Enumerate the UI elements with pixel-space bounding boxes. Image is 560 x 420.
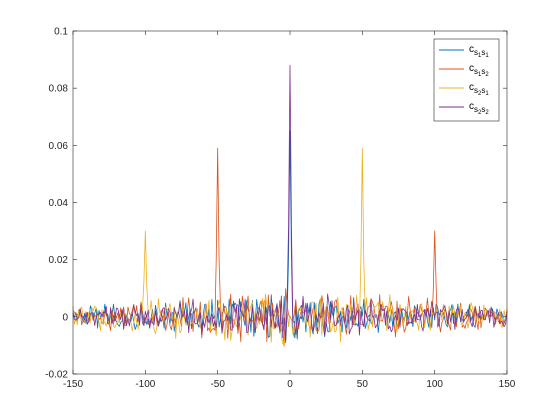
x-tick-label: -150 — [63, 379, 83, 390]
y-tick-label: 0.1 — [54, 27, 68, 38]
legend-label: cs2s2 — [469, 101, 489, 116]
y-tick-label: 0.08 — [49, 84, 69, 95]
x-tick-label: -100 — [135, 379, 155, 390]
x-axis: -150 -100 -50 0 50 100 150 — [63, 31, 516, 390]
x-tick-label: 100 — [426, 379, 443, 390]
legend-label: cs2s1 — [469, 82, 489, 97]
series-line-1 — [72, 130, 508, 344]
y-tick-label: 0.04 — [49, 198, 69, 209]
y-tick-label: 0 — [62, 312, 68, 323]
legend-box — [433, 38, 500, 122]
y-tick-label: -0.02 — [45, 370, 68, 381]
legend-label: cs1s1 — [469, 44, 489, 59]
x-tick-label: 50 — [357, 379, 369, 390]
y-axis: -0.02 0 0.02 0.04 0.06 0.08 0.1 — [45, 27, 507, 381]
y-tick-label: 0.06 — [49, 141, 69, 152]
legend-label: cs1s2 — [469, 63, 489, 78]
x-tick-label: 150 — [499, 379, 516, 390]
y-tick-label: 0.02 — [49, 255, 69, 266]
legend: cs1s1 cs1s2 cs2s1 cs2s2 — [433, 38, 500, 122]
x-tick-label: -50 — [210, 379, 225, 390]
series-layer — [72, 64, 508, 347]
series-line-4 — [72, 64, 508, 342]
x-tick-label: 0 — [287, 379, 293, 390]
